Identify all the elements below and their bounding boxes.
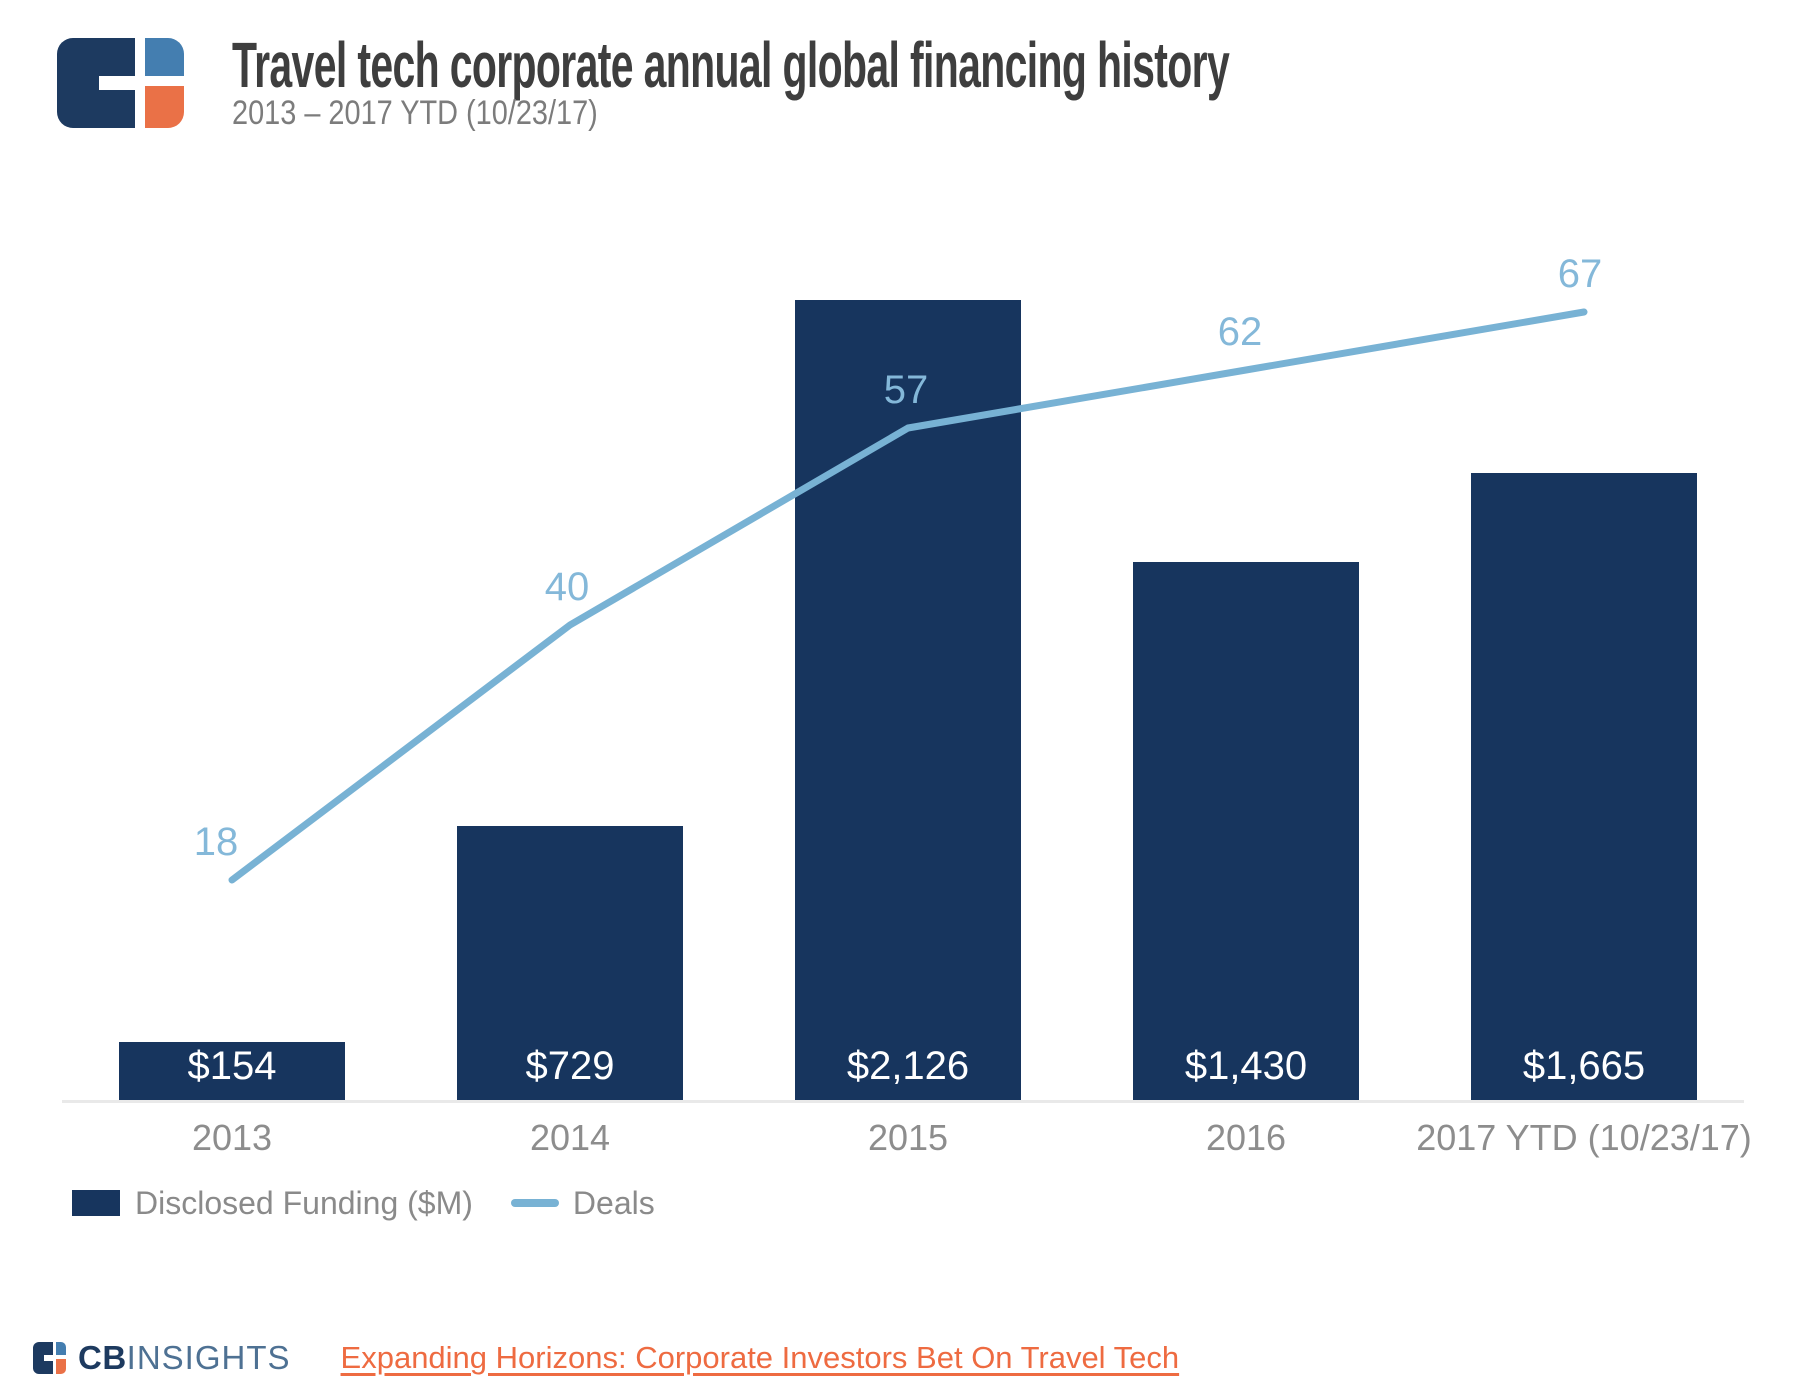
x-axis-label: 2014 bbox=[529, 1117, 611, 1158]
deals-legend-swatch bbox=[510, 1199, 559, 1207]
bar-value-label: $729 bbox=[525, 1044, 615, 1088]
logo-orange-quadrant bbox=[145, 86, 184, 128]
footer-logo-white-notch bbox=[44, 1355, 53, 1361]
x-axis-label: 2016 bbox=[1205, 1117, 1287, 1158]
x-axis-label: 2017 YTD (10/23/17) bbox=[1416, 1117, 1752, 1158]
brand-wordmark: CBINSIGHTS bbox=[78, 1339, 291, 1377]
footer: CBINSIGHTS Expanding Horizons: Corporate… bbox=[33, 1339, 1180, 1377]
bar-value-label: $1,665 bbox=[1522, 1044, 1646, 1088]
footer-logo-blue-quadrant bbox=[56, 1342, 66, 1355]
deals-value-label: 57 bbox=[883, 368, 929, 412]
funding-legend-label: Disclosed Funding ($M) bbox=[135, 1184, 473, 1221]
chart-subtitle: 2013 – 2017 YTD (10/23/17) bbox=[232, 94, 598, 132]
brand-insights: INSIGHTS bbox=[126, 1339, 291, 1376]
funding-legend-swatch bbox=[72, 1190, 120, 1216]
footer-logo-navy-quadrant bbox=[33, 1342, 53, 1374]
brand-cb: CB bbox=[78, 1339, 127, 1376]
cbinsights-logo-icon bbox=[57, 38, 184, 128]
report-link[interactable]: Expanding Horizons: Corporate Investors … bbox=[340, 1340, 1180, 1375]
x-axis-line bbox=[62, 1100, 1744, 1103]
bar-2015 bbox=[795, 300, 1021, 1100]
deals-value-label: 62 bbox=[1217, 310, 1263, 354]
bar-value-label: $1,430 bbox=[1184, 1044, 1308, 1088]
deals-value-label: 40 bbox=[544, 565, 590, 609]
bar-value-label: $154 bbox=[187, 1044, 277, 1088]
deals-value-label: 18 bbox=[193, 820, 239, 864]
deals-legend-label: Deals bbox=[572, 1184, 655, 1221]
logo-blue-quadrant bbox=[145, 38, 184, 76]
footer-logo-orange-quadrant bbox=[56, 1359, 66, 1374]
bar-2016 bbox=[1133, 562, 1359, 1100]
logo-white-notch bbox=[99, 76, 135, 90]
bar-2013 bbox=[119, 1042, 345, 1100]
bar-2017 YTD (10/23/17) bbox=[1471, 473, 1697, 1100]
x-axis-label: 2013 bbox=[191, 1117, 273, 1158]
deals-value-label: 67 bbox=[1557, 252, 1603, 296]
chart-title: Travel tech corporate annual global fina… bbox=[232, 29, 1230, 101]
cbinsights-footer-logo-icon bbox=[33, 1342, 66, 1374]
x-axis-label: 2015 bbox=[867, 1117, 949, 1158]
bar-value-label: $2,126 bbox=[846, 1044, 970, 1088]
legend: Disclosed Funding ($M) Deals bbox=[72, 1184, 655, 1221]
